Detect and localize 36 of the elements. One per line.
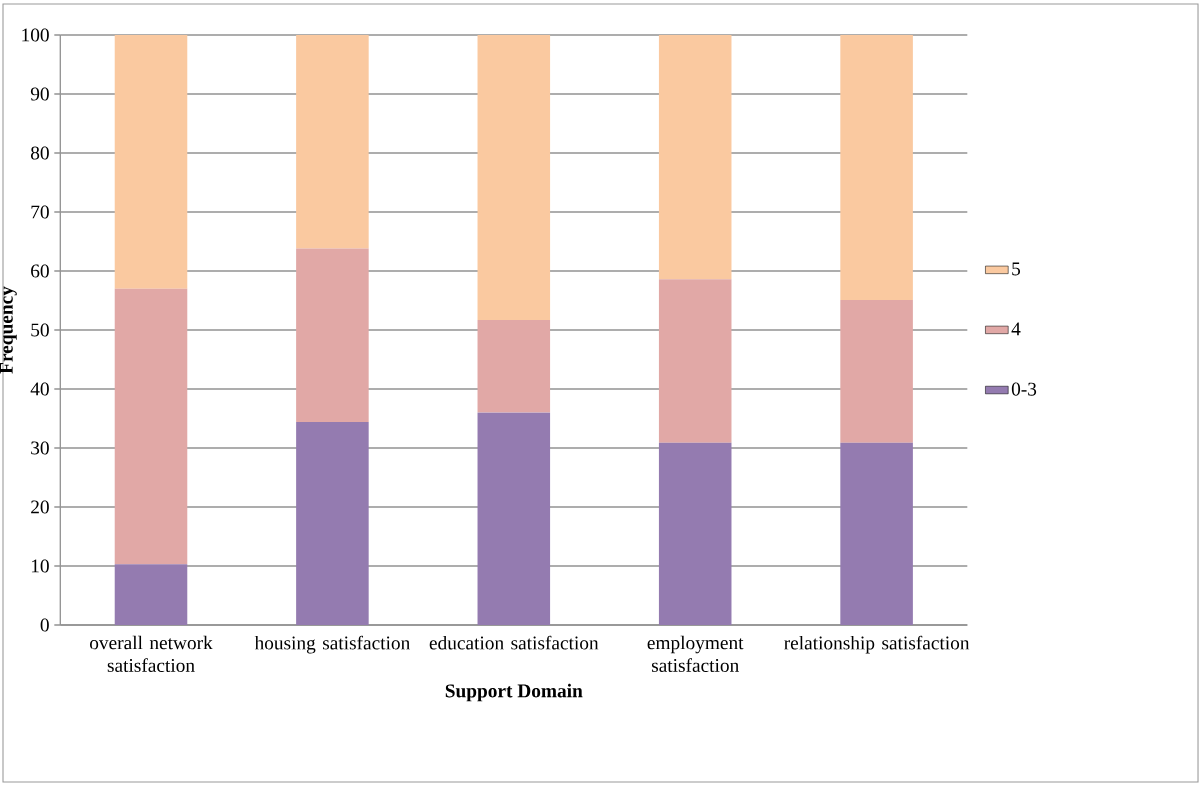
y-axis-title: Frequency <box>0 286 17 374</box>
y-tick-label: 100 <box>22 28 49 42</box>
y-tick-label: 50 <box>31 323 49 337</box>
y-tick-label: 0 <box>40 618 49 632</box>
bar <box>477 319 551 413</box>
legend-label: 4 <box>1011 322 1021 336</box>
bar <box>840 442 913 625</box>
x-tick-label: overall network satisfaction <box>90 635 213 672</box>
bar <box>477 412 551 625</box>
legend-label: 0-3 <box>1011 382 1037 396</box>
y-tick-label: 30 <box>31 441 49 455</box>
y-tick-label: 40 <box>30 382 49 396</box>
bar <box>114 288 188 565</box>
bar <box>477 35 551 320</box>
y-tick-label: 90 <box>30 87 49 101</box>
bar <box>658 279 732 443</box>
bar <box>658 35 732 280</box>
y-tick-label: 70 <box>31 205 49 219</box>
bar <box>296 422 369 625</box>
bar <box>114 35 188 289</box>
legend-label: 5 <box>1012 262 1021 276</box>
bar <box>296 248 369 423</box>
y-tick-label: 80 <box>30 146 49 160</box>
bar <box>114 564 188 625</box>
bar <box>840 35 913 300</box>
x-axis-title: Support Domain <box>445 683 583 702</box>
bar <box>840 299 913 443</box>
bar <box>658 442 732 625</box>
x-tick-label: housing satisfaction <box>254 635 410 654</box>
x-tick-label: education satisfaction <box>429 635 599 650</box>
y-tick-label: 20 <box>31 500 49 514</box>
y-tick-label: 60 <box>31 264 49 278</box>
x-tick-label: relationship satisfaction <box>784 635 970 654</box>
x-tick-label: employment satisfaction <box>647 635 744 672</box>
y-tick-label: 10 <box>31 559 49 573</box>
bar <box>296 35 369 249</box>
